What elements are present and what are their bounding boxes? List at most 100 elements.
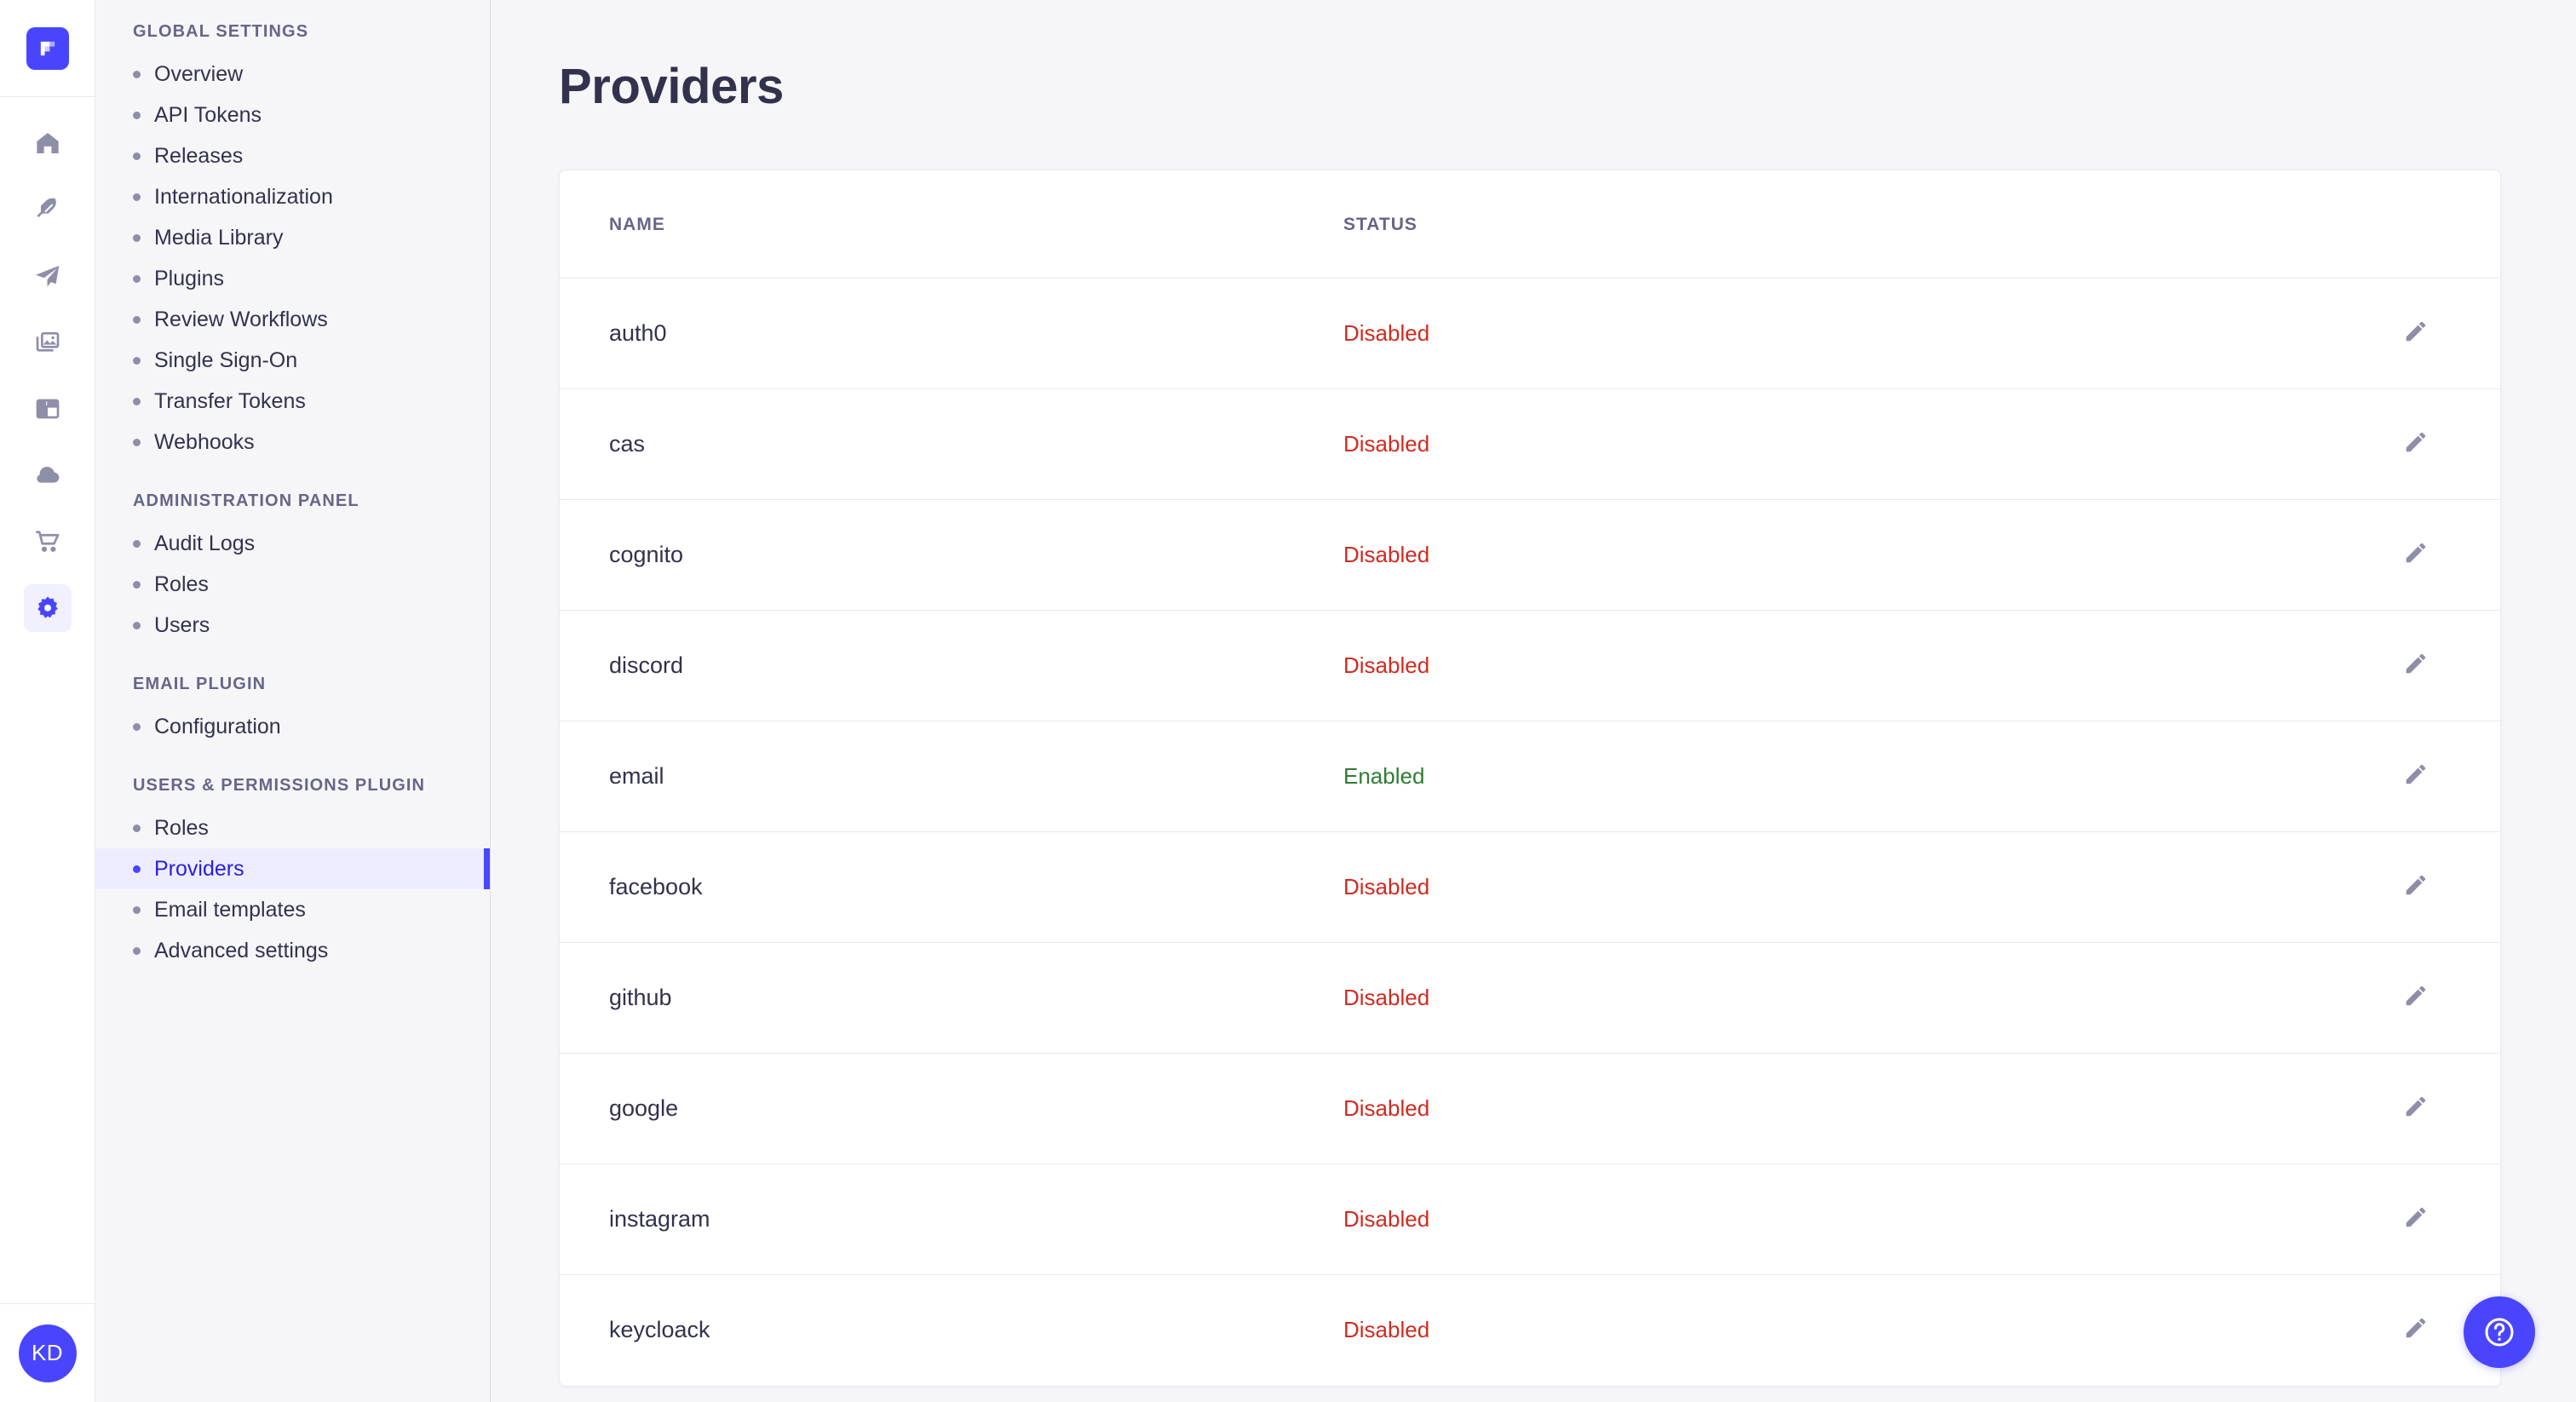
media-library-icon[interactable]	[24, 319, 72, 366]
pencil-edit-icon[interactable]	[2403, 429, 2429, 455]
pencil-edit-icon[interactable]	[2403, 651, 2429, 676]
pencil-edit-icon[interactable]	[2403, 1204, 2429, 1230]
table-head: NAME STATUS	[560, 170, 2500, 279]
sidebar-item-audit-logs[interactable]: Audit Logs	[95, 523, 490, 564]
sidebar-item-users[interactable]: Users	[95, 605, 490, 646]
table-row[interactable]: email Enabled	[560, 721, 2500, 832]
provider-name: discord	[560, 610, 1343, 721]
table-row[interactable]: github Disabled	[560, 942, 2500, 1054]
icon-rail: KD	[0, 0, 95, 1402]
nav-section-title: ADMINISTRATION PANEL	[133, 491, 359, 510]
help-question-icon[interactable]	[2464, 1296, 2535, 1368]
sidebar-item-internationalization[interactable]: Internationalization	[95, 176, 490, 217]
table-row[interactable]: keycloack Disabled	[560, 1275, 2500, 1386]
settings-gear-icon[interactable]	[23, 584, 72, 632]
sidebar-item-overview[interactable]: Overview	[95, 54, 490, 95]
nav-section-title: EMAIL PLUGIN	[133, 675, 267, 693]
bullet-icon	[133, 722, 141, 731]
table-row[interactable]: google Disabled	[560, 1053, 2500, 1164]
sidebar-item-providers[interactable]: Providers	[95, 848, 490, 889]
bullet-icon	[133, 539, 141, 548]
row-actions	[2314, 1053, 2500, 1164]
sidebar-item-label: Releases	[154, 143, 244, 168]
status-text: Disabled	[1343, 1206, 1430, 1232]
paper-plane-icon[interactable]	[24, 252, 72, 300]
pencil-edit-icon[interactable]	[2403, 761, 2429, 787]
bullet-icon	[133, 152, 141, 160]
pencil-edit-icon[interactable]	[2403, 1094, 2429, 1119]
sidebar-item-label: Transfer Tokens	[154, 388, 306, 413]
sidebar-item-label: Webhooks	[154, 429, 255, 454]
page-title: Providers	[559, 59, 784, 114]
pencil-edit-icon[interactable]	[2403, 1315, 2429, 1341]
table-row[interactable]: cas Disabled	[560, 388, 2500, 500]
sidebar-item-label: Review Workflows	[154, 307, 328, 331]
sidebar-item-configuration[interactable]: Configuration	[95, 706, 490, 747]
sidebar-item-media-library[interactable]: Media Library	[95, 217, 490, 258]
marketplace-cart-icon[interactable]	[24, 518, 72, 566]
table-row[interactable]: discord Disabled	[560, 610, 2500, 721]
sidebar-item-api-tokens[interactable]: API Tokens	[95, 95, 490, 135]
sidebar-item-admin-roles[interactable]: Roles	[95, 564, 490, 605]
status-text: Disabled	[1343, 652, 1430, 678]
pencil-edit-icon[interactable]	[2403, 540, 2429, 566]
providers-table: NAME STATUS auth0 Disabled	[560, 170, 2500, 1386]
pencil-edit-icon[interactable]	[2403, 983, 2429, 1008]
sidebar-item-label: Single Sign-On	[154, 348, 298, 372]
pencil-edit-icon[interactable]	[2403, 872, 2429, 898]
sidebar-item-label: Audit Logs	[154, 531, 256, 555]
sidebar-item-label: Email templates	[154, 897, 306, 922]
table-row[interactable]: facebook Disabled	[560, 831, 2500, 943]
content-type-builder-icon[interactable]	[24, 385, 72, 433]
sidebar-item-transfer-tokens[interactable]: Transfer Tokens	[95, 381, 490, 422]
sidebar-item-plugins[interactable]: Plugins	[95, 258, 490, 299]
status-text: Enabled	[1343, 763, 1425, 789]
sidebar-item-label: Providers	[154, 856, 244, 881]
provider-name: cognito	[560, 499, 1343, 611]
status-text: Disabled	[1343, 431, 1430, 457]
table-row[interactable]: cognito Disabled	[560, 499, 2500, 611]
pencil-edit-icon[interactable]	[2403, 319, 2429, 344]
status-text: Disabled	[1343, 985, 1430, 1010]
bullet-icon	[133, 70, 141, 78]
sidebar-item-single-sign-on[interactable]: Single Sign-On	[95, 340, 490, 381]
home-icon[interactable]	[24, 119, 72, 167]
sidebar-item-webhooks[interactable]: Webhooks	[95, 422, 490, 463]
column-header-name: NAME	[560, 170, 1343, 279]
cloud-icon[interactable]	[24, 451, 72, 499]
bullet-icon	[133, 621, 141, 629]
sidebar-item-email-templates[interactable]: Email templates	[95, 889, 490, 930]
sidebar-item-label: Overview	[154, 61, 244, 86]
sidebar-item-label: Configuration	[154, 714, 281, 738]
nav-section-global-settings: GLOBAL SETTINGS Overview API Tokens Rele…	[95, 22, 490, 463]
sidebar-item-label: API Tokens	[154, 102, 262, 127]
avatar[interactable]: KD	[18, 1324, 77, 1382]
strapi-logo-icon[interactable]	[26, 26, 69, 70]
provider-name: google	[560, 1053, 1343, 1164]
provider-name: email	[560, 721, 1343, 832]
status-badge: Disabled	[1343, 388, 2314, 500]
table-row[interactable]: instagram Disabled	[560, 1164, 2500, 1275]
sidebar-item-label: Media Library	[154, 225, 284, 250]
status-badge: Disabled	[1343, 1053, 2314, 1164]
status-badge: Disabled	[1343, 610, 2314, 721]
nav-section-email-plugin: EMAIL PLUGIN Configuration	[95, 675, 490, 747]
status-text: Disabled	[1343, 542, 1430, 567]
provider-name: auth0	[560, 278, 1343, 389]
bullet-icon	[133, 111, 141, 119]
table-row[interactable]: auth0 Disabled	[560, 278, 2500, 389]
sidebar-item-advanced-settings[interactable]: Advanced settings	[95, 930, 490, 971]
status-badge: Disabled	[1343, 1275, 2314, 1386]
row-actions	[2314, 610, 2500, 721]
sidebar-item-review-workflows[interactable]: Review Workflows	[95, 299, 490, 340]
main-content: Providers NAME STATUS auth0 Disabled	[491, 0, 2576, 1402]
status-text: Disabled	[1343, 874, 1430, 899]
provider-name: instagram	[560, 1164, 1343, 1275]
feather-icon[interactable]	[24, 186, 72, 233]
provider-name: keycloack	[609, 1317, 710, 1343]
sidebar-item-up-roles[interactable]: Roles	[95, 807, 490, 848]
user-avatar-container: KD	[0, 1303, 95, 1402]
bullet-icon	[133, 905, 141, 914]
providers-table-card: NAME STATUS auth0 Disabled	[559, 170, 2501, 1387]
sidebar-item-releases[interactable]: Releases	[95, 135, 490, 176]
